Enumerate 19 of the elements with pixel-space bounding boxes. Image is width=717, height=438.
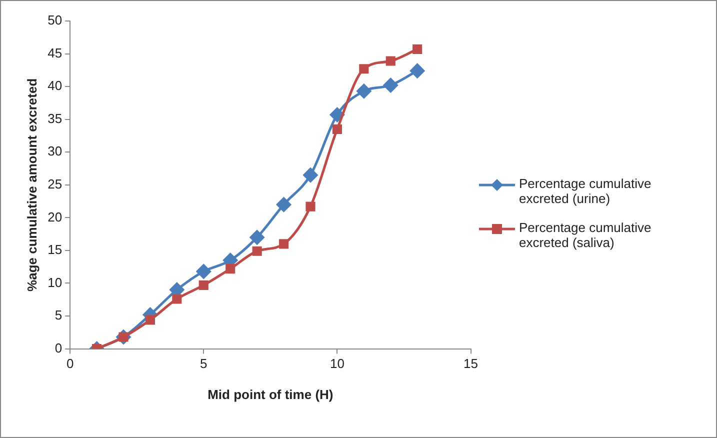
y-tick-label: 0 [54,340,62,356]
y-tick-label: 35 [48,110,62,126]
y-tick-label: 10 [48,274,62,290]
y-tick-label: 40 [48,78,62,94]
x-tick-label: 0 [66,356,74,372]
x-tick-label: 5 [200,356,208,372]
y-axis-title: %age cumulative amount excreted [24,78,40,292]
y-tick-label: 15 [48,242,62,258]
x-tick-label: 15 [464,356,478,372]
y-tick-label: 25 [48,176,62,192]
y-tick-label: 5 [54,308,62,323]
y-tick-label: 30 [48,144,62,159]
y-tick-label: 45 [48,45,62,60]
y-tick-label: 50 [48,12,62,28]
y-tick-label: 20 [48,209,62,224]
legend-label: Percentage cumulative excreted (saliva) [519,220,652,250]
x-tick-label: 10 [330,356,344,372]
legend-label: Percentage cumulative excreted (urine) [519,176,652,206]
x-axis-title: Mid point of time (H) [208,386,334,402]
